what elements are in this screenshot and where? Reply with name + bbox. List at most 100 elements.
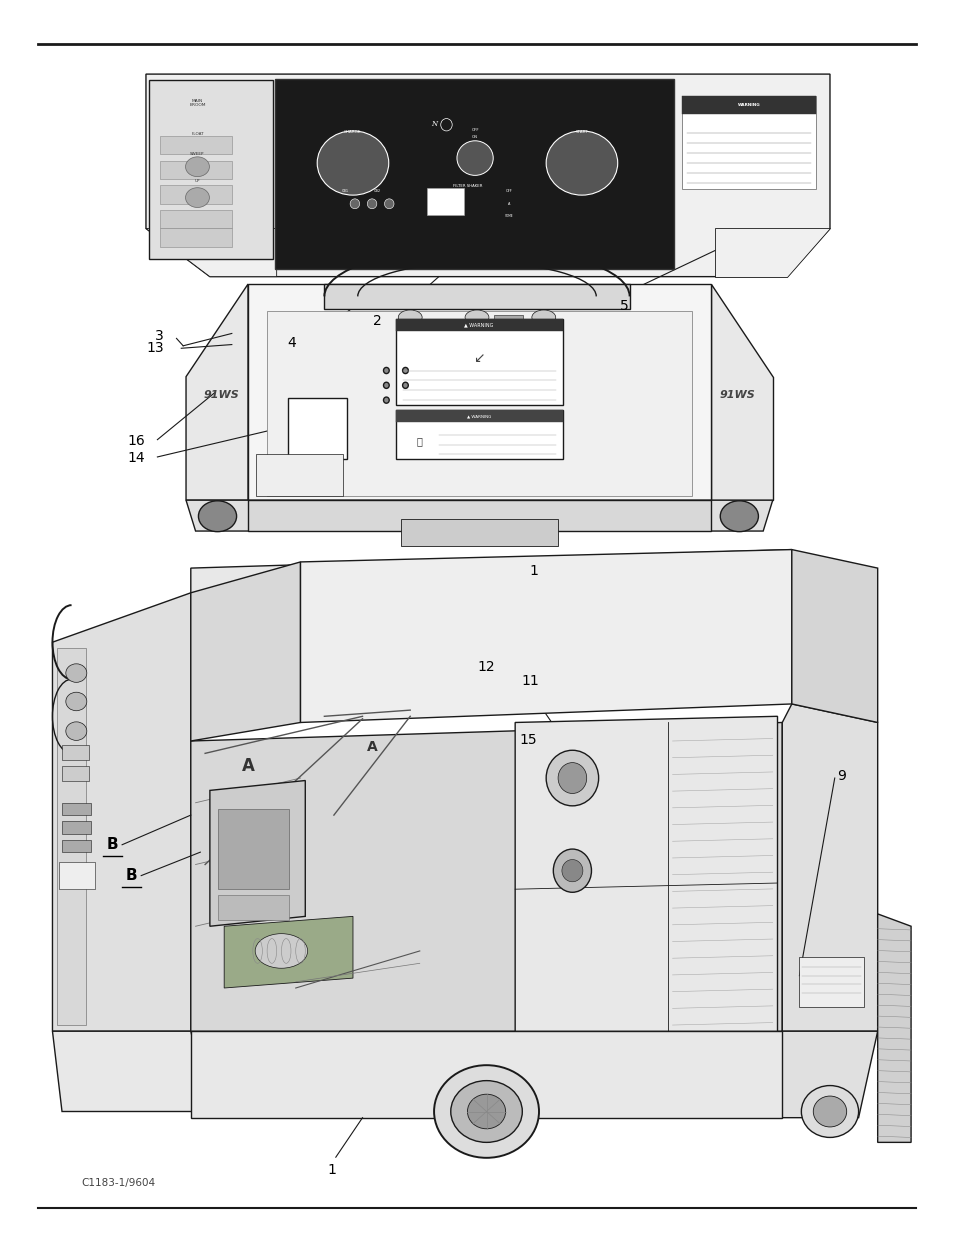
Ellipse shape [198, 501, 236, 531]
Polygon shape [255, 454, 343, 496]
Polygon shape [791, 550, 877, 722]
Ellipse shape [558, 762, 586, 794]
Text: FLOAT: FLOAT [191, 132, 204, 136]
Bar [400, 519, 558, 546]
Ellipse shape [812, 1097, 846, 1126]
Text: A: A [366, 740, 377, 755]
Polygon shape [146, 74, 829, 277]
Ellipse shape [545, 750, 598, 806]
Bar [160, 228, 232, 247]
Ellipse shape [402, 368, 408, 374]
Text: 1: 1 [327, 1163, 336, 1177]
Text: CB1: CB1 [341, 189, 349, 194]
Text: CHARGE: CHARGE [344, 130, 361, 135]
Bar [288, 398, 347, 459]
Text: ▲ WARNING: ▲ WARNING [466, 414, 491, 419]
Text: 3: 3 [155, 329, 164, 343]
Polygon shape [191, 1031, 781, 1118]
Text: 91WS: 91WS [203, 390, 239, 400]
Polygon shape [248, 284, 710, 500]
Bar [494, 315, 522, 322]
Bar [395, 410, 562, 422]
Polygon shape [52, 593, 191, 1031]
Text: 11: 11 [521, 674, 539, 688]
Bar [62, 745, 89, 760]
Text: UP: UP [194, 179, 200, 183]
Bar [62, 821, 91, 834]
Ellipse shape [66, 692, 87, 711]
Bar [681, 96, 815, 114]
Text: A: A [508, 201, 510, 206]
Ellipse shape [398, 310, 421, 325]
Text: 1: 1 [529, 563, 537, 578]
Text: 4: 4 [287, 336, 295, 351]
Text: 12: 12 [476, 661, 494, 674]
Text: 2: 2 [373, 314, 381, 329]
Polygon shape [772, 1031, 877, 1118]
Bar [160, 210, 232, 228]
Bar [395, 319, 562, 331]
Text: 91WS: 91WS [719, 390, 755, 400]
Ellipse shape [456, 141, 493, 175]
Ellipse shape [451, 1081, 522, 1142]
Polygon shape [146, 228, 276, 277]
Bar [427, 188, 463, 215]
Ellipse shape [467, 1094, 505, 1129]
Text: FILTER SHAKER: FILTER SHAKER [453, 184, 481, 189]
Ellipse shape [553, 850, 591, 892]
Ellipse shape [434, 1065, 538, 1158]
Polygon shape [149, 80, 273, 259]
Bar [62, 766, 89, 781]
Polygon shape [57, 648, 86, 1025]
Bar [62, 803, 91, 815]
Polygon shape [191, 562, 300, 741]
Text: 13: 13 [147, 341, 164, 356]
Ellipse shape [561, 860, 582, 882]
Text: CB2: CB2 [373, 189, 380, 194]
Text: 5: 5 [619, 299, 628, 314]
Polygon shape [781, 704, 877, 1031]
Text: 14: 14 [128, 451, 145, 466]
Polygon shape [224, 916, 353, 988]
Ellipse shape [545, 131, 618, 195]
Text: B: B [126, 868, 137, 883]
Ellipse shape [66, 663, 87, 682]
Polygon shape [395, 319, 562, 405]
Text: WARNING: WARNING [737, 103, 760, 107]
Text: MAIN
BROOM: MAIN BROOM [189, 99, 206, 107]
Text: N: N [431, 120, 436, 127]
Bar [799, 957, 863, 1007]
Ellipse shape [531, 310, 555, 325]
Ellipse shape [66, 721, 87, 741]
Ellipse shape [254, 934, 307, 968]
Polygon shape [715, 228, 829, 277]
Bar [217, 895, 289, 920]
Bar [59, 862, 95, 889]
Bar [217, 809, 289, 889]
Polygon shape [515, 716, 777, 1031]
Polygon shape [210, 781, 305, 926]
Polygon shape [191, 722, 781, 1031]
Bar [681, 96, 815, 189]
Polygon shape [186, 284, 248, 500]
Text: ON: ON [472, 135, 477, 140]
Bar [160, 136, 232, 154]
Text: ▲ WARNING: ▲ WARNING [464, 322, 493, 327]
Text: SWEEP: SWEEP [190, 152, 205, 156]
Text: 9: 9 [837, 768, 845, 783]
Bar [160, 161, 232, 179]
Text: SOME: SOME [504, 214, 514, 219]
Text: A: A [241, 757, 254, 774]
Polygon shape [186, 500, 772, 531]
Ellipse shape [367, 199, 376, 209]
Text: 16: 16 [127, 433, 145, 448]
Ellipse shape [383, 396, 389, 403]
Polygon shape [267, 311, 691, 496]
Text: OFF: OFF [505, 189, 513, 194]
Ellipse shape [801, 1086, 858, 1137]
Text: 15: 15 [518, 734, 536, 747]
Polygon shape [324, 284, 629, 309]
Ellipse shape [720, 501, 758, 531]
Ellipse shape [384, 199, 394, 209]
Text: 🐾: 🐾 [416, 436, 422, 446]
